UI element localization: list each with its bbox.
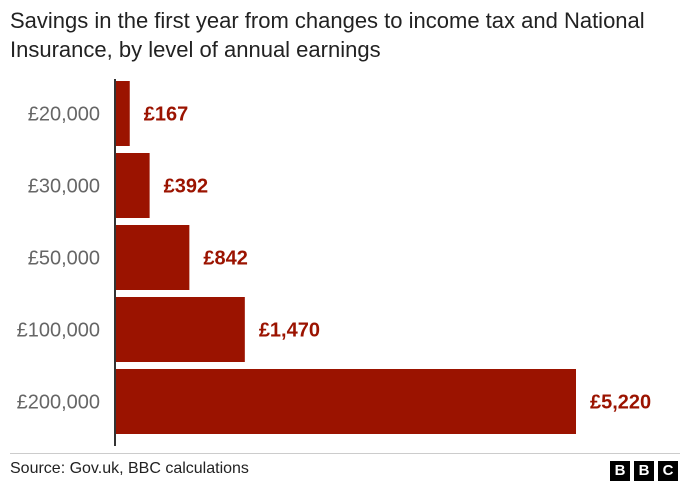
- chart-title: Savings in the first year from changes t…: [10, 8, 645, 62]
- value-label-1: £392: [164, 176, 209, 198]
- value-label-3: £1,470: [259, 320, 320, 342]
- source-note: Source: Gov.uk, BBC calculations: [10, 460, 249, 477]
- logo-letter-b2: B: [634, 461, 654, 481]
- value-label-0: £167: [144, 104, 189, 126]
- category-label-1: £30,000: [28, 176, 100, 198]
- bar-2: [115, 225, 190, 290]
- value-label-2: £842: [203, 248, 248, 270]
- value-label-4: £5,220: [590, 392, 651, 414]
- logo-letter-b1: B: [610, 461, 630, 481]
- bar-1: [115, 153, 150, 218]
- footer-divider: [10, 453, 680, 454]
- category-label-4: £200,000: [17, 392, 100, 414]
- category-label-3: £100,000: [17, 320, 100, 342]
- category-label-2: £50,000: [28, 248, 100, 270]
- logo-letter-c: C: [658, 461, 678, 481]
- bar-3: [115, 297, 245, 362]
- bar-0: [115, 81, 130, 146]
- bar-4: [115, 369, 576, 434]
- bars-group: £20,000 £167 £30,000 £392 £50,000 £842 £100,00…: [17, 81, 651, 434]
- category-label-0: £20,000: [28, 104, 100, 126]
- bbc-logo: B B C: [610, 461, 678, 481]
